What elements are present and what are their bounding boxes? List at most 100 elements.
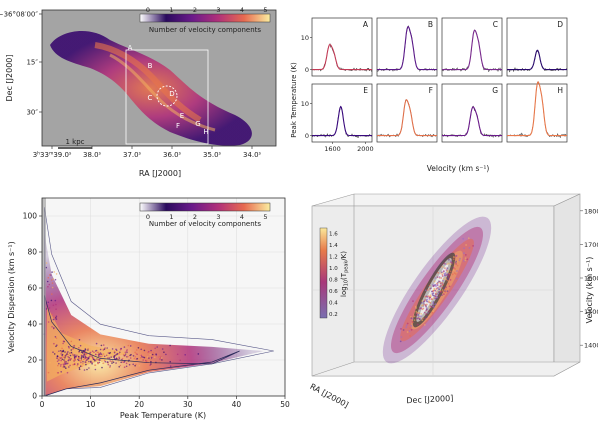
dispersion-point <box>146 356 149 358</box>
dispersion-point <box>113 356 115 358</box>
dispersion-point <box>55 318 58 321</box>
ppv-point <box>423 300 426 303</box>
dispersion-point <box>109 360 111 362</box>
ppv-point <box>442 290 444 293</box>
dispersion-point <box>78 368 81 371</box>
dispersion-panel: 0 10 20 30 40 50 0 20 40 60 80 100 0 1 2 3 4 5 Number o… <box>7 197 290 420</box>
dispersion-point <box>169 365 172 368</box>
ppv-point <box>399 340 402 343</box>
spectrum-y-tick: 0 <box>305 132 309 140</box>
dispersion-point <box>113 351 116 354</box>
dispersion-point <box>67 355 69 358</box>
ppv-point <box>434 289 436 292</box>
dispersion-point <box>58 362 60 365</box>
dispersion-point <box>87 347 89 350</box>
ppv-point <box>456 260 459 262</box>
ppv-velocity-tick: 1400 <box>584 342 598 350</box>
dispersion-point <box>47 371 50 374</box>
map-x-axis-label: RA [J2000] <box>139 169 181 178</box>
dispersion-point <box>94 350 97 352</box>
ppv-velocity-tick: 1800 <box>584 207 598 215</box>
ppv-point <box>425 305 427 308</box>
dispersion-point <box>63 353 65 355</box>
dispersion-point <box>197 353 200 355</box>
dispersion-point <box>80 351 83 353</box>
ppv-point <box>430 287 432 290</box>
dispersion-point <box>70 347 73 350</box>
dispersion-point <box>95 342 98 345</box>
spectra-y-axis-label: Peak Temperature (K) <box>290 62 298 138</box>
ppv-point <box>442 279 444 282</box>
ppv-point <box>425 306 428 309</box>
map-y-axis-label: Dec [J2000] <box>5 55 14 102</box>
ppv-point <box>438 295 441 297</box>
dispersion-point <box>98 355 101 358</box>
ppv-point <box>430 298 433 300</box>
dispersion-point <box>68 347 70 349</box>
ppv-point <box>462 237 465 240</box>
dispersion-point <box>63 346 66 349</box>
ppv-point <box>406 331 409 333</box>
dispersion-x-tick: 20 <box>134 400 144 409</box>
zero-temperature-band <box>42 198 46 396</box>
ppv-point <box>444 288 447 290</box>
dispersion-point <box>55 315 58 318</box>
zoom-box <box>125 49 209 145</box>
dispersion-colorbar-tick: 2 <box>193 213 197 221</box>
ppv-point <box>405 324 408 327</box>
dispersion-x-tick: 10 <box>86 400 96 409</box>
ppv-velocity-ticks: 1400 1500 1600 1700 1800 <box>580 207 598 350</box>
ppv-point <box>447 278 450 280</box>
dispersion-x-tick: 0 <box>40 400 45 409</box>
ppv-point <box>420 307 422 310</box>
ppv-cloud <box>382 216 492 364</box>
ppv-point <box>441 266 444 268</box>
dispersion-point <box>63 356 66 358</box>
dispersion-point <box>47 285 49 288</box>
ppv-point <box>454 268 456 270</box>
dispersion-point <box>58 359 60 361</box>
center-marker <box>156 85 178 107</box>
dispersion-colorbar <box>139 202 271 212</box>
dispersion-point <box>51 282 54 284</box>
dispersion-point <box>99 353 101 355</box>
dispersion-density <box>42 198 274 396</box>
spectra-x-axis-label: Velocity (km s⁻¹) <box>427 164 490 173</box>
dispersion-point <box>130 346 132 349</box>
dispersion-point <box>104 359 107 362</box>
spectrum-x-tick: 1600 <box>324 145 341 153</box>
dispersion-point <box>72 363 74 366</box>
dispersion-point <box>53 316 56 318</box>
spectrum-panel-g: G <box>441 83 503 143</box>
dispersion-point <box>80 361 82 364</box>
dispersion-point <box>77 352 80 355</box>
dispersion-point <box>74 354 76 356</box>
dispersion-point <box>107 357 109 359</box>
dispersion-point <box>96 351 99 354</box>
dispersion-point <box>52 318 55 321</box>
dispersion-point <box>55 273 58 275</box>
dispersion-point <box>52 351 54 354</box>
dispersion-point <box>78 347 80 349</box>
map-region-labels: A B C D EF GH <box>128 44 209 136</box>
ppv-point <box>464 254 467 256</box>
dispersion-point <box>151 353 154 356</box>
dispersion-point <box>133 357 136 360</box>
dispersion-point <box>123 366 126 369</box>
ppv-point <box>440 287 443 289</box>
dispersion-point <box>141 355 143 358</box>
ppv-colorbar-tick: 0.6 <box>329 289 338 295</box>
dispersion-y-ticks: 0 20 40 60 80 100 <box>23 212 42 401</box>
ppv-point <box>441 275 444 277</box>
dispersion-point <box>150 360 152 363</box>
ppv-point <box>427 312 429 314</box>
ppv-point <box>427 295 430 297</box>
dispersion-point <box>83 349 86 352</box>
ppv-point <box>426 298 429 301</box>
spectrum-label: D <box>557 20 563 29</box>
dispersion-point <box>84 355 87 358</box>
dispersion-point <box>94 368 97 371</box>
dispersion-point <box>134 356 137 358</box>
contour-inner <box>44 295 240 396</box>
dispersion-point <box>184 354 186 356</box>
